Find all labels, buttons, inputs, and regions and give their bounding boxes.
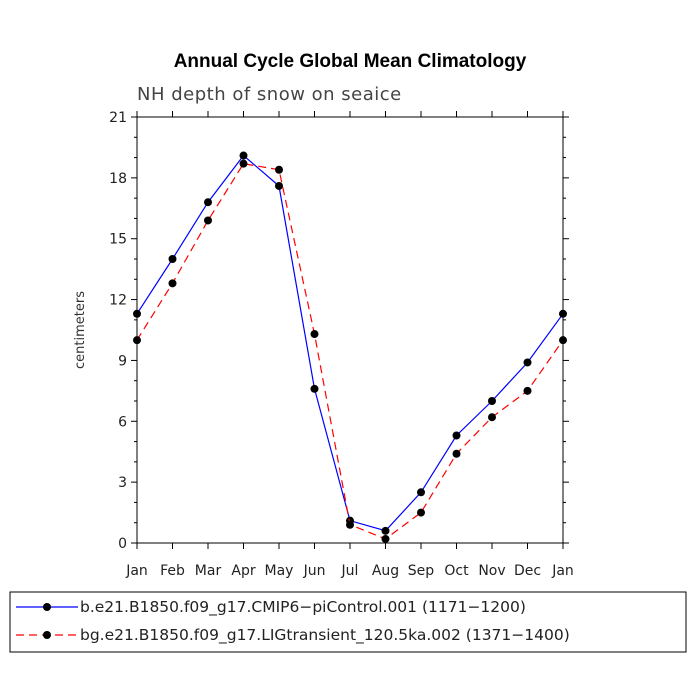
y-tick-label: 12 <box>109 293 127 309</box>
y-tick-label: 3 <box>118 475 127 491</box>
x-tick-label: Mar <box>195 563 222 579</box>
x-tick-label: May <box>265 563 294 579</box>
series-2-point <box>275 165 283 174</box>
y-tick-label: 6 <box>118 414 127 430</box>
series-2-point <box>452 449 461 458</box>
plot-area: 0 3 6 9 12 15 18 21 Jan Feb Mar Apr May Jun Jul Aug Sep O… <box>109 110 574 579</box>
series-2-point <box>239 159 248 168</box>
series-2-point <box>523 386 532 395</box>
legend: b.e21.B1850.f09_g17.CMIP6−piControl.001 … <box>9 591 687 653</box>
x-tick-label: Apr <box>231 563 255 579</box>
chart-subtitle: NH depth of snow on seaice <box>137 84 402 105</box>
chart-title: Annual Cycle Global Mean Climatology <box>174 51 527 72</box>
series-1-point <box>133 309 141 318</box>
y-tick-label: 0 <box>118 536 127 552</box>
y-tick-label: 15 <box>109 232 127 248</box>
x-tick-label: Aug <box>372 563 399 579</box>
x-tick-label: Nov <box>478 563 505 579</box>
series-1-point <box>204 198 212 207</box>
series-2-point <box>346 520 354 529</box>
series-1-point <box>488 397 496 405</box>
x-tick-label: Jun <box>303 563 326 579</box>
x-tick-label: Oct <box>444 563 469 579</box>
series-2-point <box>310 330 319 339</box>
x-tick-label: Feb <box>160 563 185 579</box>
x-tick-label: Jan <box>125 563 148 579</box>
y-axis-label: centimeters <box>73 291 88 369</box>
legend-marker-2 <box>43 631 51 639</box>
series-1-point <box>417 488 425 497</box>
legend-box <box>9 591 687 653</box>
series-2-point <box>417 508 425 517</box>
series-1-point <box>452 431 461 440</box>
series-line-1 <box>136 154 564 532</box>
x-tick-label: Jul <box>341 563 359 579</box>
series-2-point <box>204 216 212 225</box>
series-1-point <box>310 384 319 393</box>
series-2-point <box>133 336 141 345</box>
legend-marker-1 <box>43 603 51 611</box>
legend-label-2: bg.e21.B1850.f09_g17.LIGtransient_120.5k… <box>80 626 570 645</box>
plot-frame <box>136 116 564 544</box>
series-1-point <box>523 358 532 367</box>
series-1-point <box>559 309 567 318</box>
x-tick-label: Jan <box>551 563 574 579</box>
series-2-point <box>381 534 390 543</box>
y-tick-label: 18 <box>109 171 127 187</box>
series-1-point <box>239 151 248 160</box>
series-2-point <box>559 336 567 345</box>
series-2-point <box>168 279 177 288</box>
series-2-point <box>488 413 496 422</box>
x-tick-label: Dec <box>514 563 541 579</box>
series-1-point <box>168 255 177 263</box>
series-1-point <box>381 526 390 535</box>
legend-label-1: b.e21.B1850.f09_g17.CMIP6−piControl.001 … <box>80 598 526 617</box>
y-tick-label: 9 <box>118 353 127 369</box>
series-1-point <box>275 181 283 190</box>
series-line-2 <box>136 163 564 540</box>
y-tick-label: 21 <box>109 110 127 126</box>
x-tick-label: Sep <box>408 563 435 579</box>
